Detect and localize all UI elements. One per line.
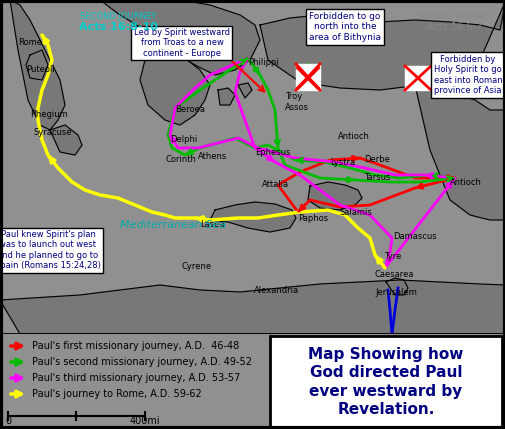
Text: Tyre: Tyre (383, 252, 400, 261)
Text: Troy: Troy (284, 92, 301, 101)
Text: Damascus: Damascus (392, 232, 436, 241)
Polygon shape (100, 0, 260, 75)
Polygon shape (210, 202, 295, 232)
Text: Paul's third missionary journey, A.D. 53-57: Paul's third missionary journey, A.D. 53… (32, 373, 240, 383)
Text: SECOND JOURNEY: SECOND JOURNEY (416, 12, 492, 21)
Text: Philippi: Philippi (247, 58, 278, 67)
Text: Mediterranean Sea: Mediterranean Sea (120, 220, 226, 230)
Bar (295, 64, 319, 90)
Polygon shape (414, 82, 505, 220)
Text: 0: 0 (5, 416, 11, 426)
Text: Forbidden by
Holy Spirit to go
east into Roman
province of Asia: Forbidden by Holy Spirit to go east into… (433, 55, 501, 95)
Polygon shape (140, 55, 210, 125)
Text: Lasea: Lasea (199, 220, 224, 229)
Text: Antioch: Antioch (337, 132, 369, 141)
Text: Paul's journey to Rome, A.D. 59-62: Paul's journey to Rome, A.D. 59-62 (32, 389, 201, 399)
Text: Acts 16:6-7: Acts 16:6-7 (426, 22, 482, 32)
Text: Paul's first missionary journey, A.D.  46-48: Paul's first missionary journey, A.D. 46… (32, 341, 239, 351)
Text: 400mi: 400mi (129, 416, 160, 426)
Polygon shape (50, 125, 82, 155)
Text: Attalia: Attalia (262, 180, 288, 189)
Text: Jerusalem: Jerusalem (374, 288, 416, 297)
Text: Lystra: Lystra (329, 158, 355, 167)
Polygon shape (10, 0, 65, 130)
Polygon shape (218, 88, 234, 105)
Text: Paul knew Spirit's plan
was to launch out west
and he planned to go to
Spain (Ro: Paul knew Spirit's plan was to launch ou… (0, 230, 100, 270)
Text: Paul's second missionary journey, A.D. 49-52: Paul's second missionary journey, A.D. 4… (32, 357, 251, 367)
Text: Puteoli: Puteoli (26, 65, 55, 74)
Text: Ephesus: Ephesus (255, 148, 290, 157)
Text: Athens: Athens (197, 152, 227, 161)
Text: Rhegium: Rhegium (30, 110, 68, 119)
Polygon shape (26, 50, 48, 80)
Text: SECOND JOURNEY: SECOND JOURNEY (80, 12, 156, 21)
Text: Acts 16:8-10: Acts 16:8-10 (78, 22, 157, 32)
Polygon shape (385, 278, 407, 295)
Text: Syracuse: Syracuse (33, 128, 72, 137)
Text: Map Showing how
God directed Paul
ever westward by
Revelation.: Map Showing how God directed Paul ever w… (308, 347, 463, 417)
Polygon shape (0, 280, 505, 334)
Text: Corinth: Corinth (166, 155, 196, 164)
Text: Paphos: Paphos (297, 214, 327, 223)
Text: Led by Spirit westward
from Troas to a new
continent - Europe: Led by Spirit westward from Troas to a n… (134, 28, 230, 58)
Text: Rome: Rome (18, 38, 42, 47)
Text: Delphi: Delphi (170, 135, 197, 144)
Bar (270, 336, 501, 427)
Text: Salamis: Salamis (339, 208, 372, 217)
Polygon shape (260, 0, 505, 90)
Text: Assos: Assos (284, 103, 309, 112)
Text: Forbidden to go
north into the
area of Bithynia: Forbidden to go north into the area of B… (309, 12, 380, 42)
Text: Alexandria: Alexandria (254, 286, 298, 295)
Text: Beroea: Beroea (175, 105, 205, 114)
Text: Tarsus: Tarsus (363, 173, 389, 182)
Text: Derbe: Derbe (363, 155, 389, 164)
Bar (404, 66, 430, 90)
Text: Cyrene: Cyrene (182, 262, 212, 271)
Text: Antioch: Antioch (449, 178, 481, 187)
Polygon shape (308, 182, 361, 210)
Text: Caesarea: Caesarea (374, 270, 414, 279)
Polygon shape (237, 83, 251, 98)
